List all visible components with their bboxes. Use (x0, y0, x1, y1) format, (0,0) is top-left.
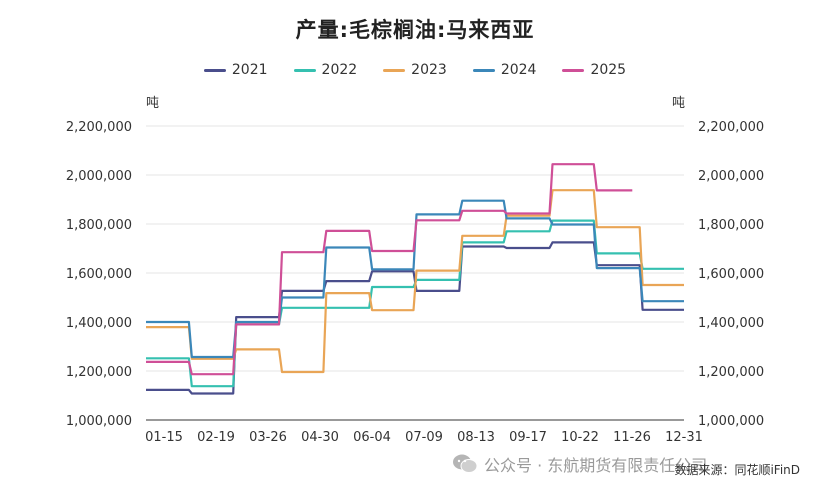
y-tick-label-left: 1,800,000 (66, 218, 132, 233)
y-tick-label-right: 1,400,000 (698, 316, 764, 331)
legend-item-2023[interactable]: 2023 (383, 62, 447, 78)
x-tick-label: 04-30 (301, 430, 339, 445)
watermark-text: 公众号 · 东航期货有限责任公司 (484, 456, 708, 475)
legend-swatch-2021 (203, 68, 226, 72)
series-line-2023 (146, 189, 684, 374)
watermark: 公众号 · 东航期货有限责任公司 (452, 452, 707, 476)
y-tick-label-left: 1,000,000 (66, 414, 132, 429)
x-tick-label: 11-26 (613, 430, 651, 445)
x-tick-label: 07-09 (405, 430, 443, 445)
y-tick-label-left: 1,600,000 (66, 267, 132, 282)
legend-label-2024: 2024 (500, 62, 537, 78)
left-axis-unit: 吨 (146, 96, 160, 111)
legend-item-2022[interactable]: 2022 (293, 62, 358, 78)
x-tick-label: 12-31 (665, 430, 703, 445)
legend-item-2021[interactable]: 2021 (203, 62, 268, 78)
y-tick-label-right: 1,000,000 (698, 414, 764, 429)
legend-swatch-2024 (472, 68, 495, 72)
x-tick-label: 06-04 (353, 430, 391, 445)
y-tick-label-right: 2,200,000 (698, 120, 764, 135)
chart-title: 产量:毛棕榈油:马来西亚 (295, 18, 535, 42)
x-tick-label: 10-22 (561, 430, 599, 445)
y-tick-label-left: 2,200,000 (66, 120, 132, 135)
x-tick-label: 08-13 (457, 430, 495, 445)
chart-legend: 2021 2022 2023 2024 2025 (0, 62, 830, 78)
data-source: 数据来源：同花顺iFinD (674, 463, 800, 477)
legend-swatch-2022 (293, 68, 316, 72)
y-tick-label-left: 2,000,000 (66, 169, 132, 184)
y-tick-label-right: 2,000,000 (698, 169, 764, 184)
legend-label-2023: 2023 (411, 62, 447, 78)
y-tick-label-left: 1,400,000 (66, 316, 132, 331)
x-tick-label: 03-26 (249, 430, 287, 445)
y-tick-label-right: 1,200,000 (698, 365, 764, 380)
legend-label-2025: 2025 (590, 62, 627, 78)
right-axis-unit: 吨 (672, 96, 686, 111)
x-tick-label: 09-17 (509, 430, 547, 445)
x-tick-label: 02-19 (197, 430, 235, 445)
y-tick-label-right: 1,800,000 (698, 218, 764, 233)
legend-item-2025[interactable]: 2025 (562, 62, 626, 78)
legend-item-2024[interactable]: 2024 (472, 62, 537, 78)
series-line-2025 (146, 163, 633, 376)
y-tick-label-left: 1,200,000 (66, 365, 132, 380)
legend-swatch-2025 (562, 68, 585, 72)
y-tick-label-right: 1,600,000 (698, 267, 764, 282)
x-tick-label: 01-15 (145, 430, 183, 445)
legend-label-2022: 2022 (321, 62, 358, 78)
legend-swatch-2023 (383, 68, 406, 72)
wechat-icon (452, 453, 478, 475)
legend-label-2021: 2021 (231, 62, 268, 78)
